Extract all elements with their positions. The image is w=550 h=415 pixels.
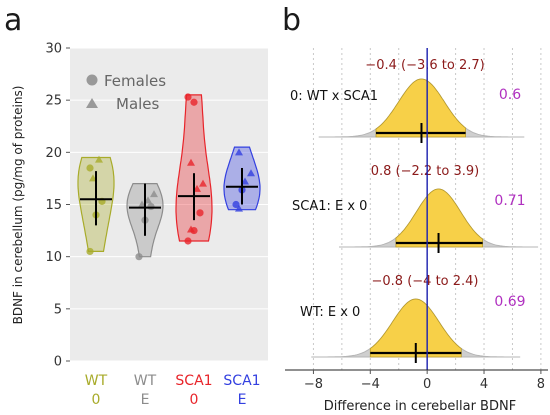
posterior-row: −0.4 (−3.6 to 2.7) 0: WT x SCA1 0.6: [290, 58, 525, 143]
comparison-label: SCA1: E x 0: [292, 199, 367, 214]
female-point: [135, 253, 143, 261]
posterior-row: −0.8 (−4 to 2.4) WT: E x 0 0.69: [300, 274, 526, 363]
y-tick-label: 0: [54, 355, 62, 370]
group-label-line1: WT: [85, 373, 108, 389]
panel-b-x-ticks: −8 −4 0 4 8: [304, 370, 545, 392]
probability-label: 0.71: [494, 193, 525, 209]
female-point: [190, 98, 198, 106]
posterior-row: 0.8 (−2.2 to 3.9) SCA1: E x 0 0.71: [292, 164, 539, 253]
female-point: [232, 200, 240, 209]
x-tick-label: 0: [423, 377, 431, 392]
credible-interval-area: [369, 298, 462, 358]
violin-group: [223, 146, 261, 212]
group-label-line1: SCA1: [223, 373, 260, 389]
female-point: [86, 247, 94, 256]
legend-males: Males: [116, 95, 160, 113]
legend-triangle-icon: [86, 98, 98, 108]
female-point: [147, 202, 155, 211]
male-point: [235, 148, 243, 156]
y-tick-label: 30: [45, 42, 62, 57]
female-point: [184, 237, 192, 245]
probability-label: 0.6: [499, 87, 521, 103]
y-tick-label: 15: [45, 198, 62, 213]
panel-a-x-labels: WT 0 WT E SCA1 0 SCA1 E: [85, 373, 261, 408]
group-label-line1: SCA1: [175, 373, 212, 389]
group-label-line1: WT: [134, 373, 157, 389]
credible-interval-area: [395, 188, 483, 248]
female-point: [184, 93, 192, 101]
panel-a-violins: [77, 93, 261, 261]
x-tick-label: −8: [304, 377, 323, 392]
female-point: [86, 164, 94, 172]
comparison-label: 0: WT x SCA1: [290, 89, 378, 104]
violin-group: [77, 155, 115, 256]
male-point: [187, 158, 195, 166]
group-label-line2: E: [238, 392, 247, 408]
panel-b-x-axis-label: Difference in cerebellar BDNF: [324, 399, 516, 414]
ci-annotation: −0.4 (−3.6 to 2.7): [365, 58, 484, 73]
panel-a-y-ticks: 0 5 10 15 20 25 30: [45, 42, 70, 370]
panel-a-letter: a: [4, 3, 22, 38]
y-tick-label: 10: [45, 250, 62, 265]
male-point: [95, 155, 103, 163]
violin-group: [126, 183, 164, 261]
x-tick-label: 4: [480, 377, 488, 392]
male-point: [247, 169, 255, 177]
y-tick-label: 20: [45, 146, 62, 161]
panel-b-letter: b: [282, 3, 301, 38]
panel-b-rows: −0.4 (−3.6 to 2.7) 0: WT x SCA1 0.6 0.8 (−2…: [290, 58, 539, 363]
group-label-line2: 0: [190, 392, 199, 408]
violin-group: [175, 93, 213, 245]
legend-circle-icon: [86, 74, 98, 86]
male-point: [150, 190, 158, 198]
x-tick-label: 8: [537, 377, 545, 392]
male-point: [187, 225, 195, 233]
male-point: [199, 179, 207, 187]
y-tick-label: 5: [54, 302, 62, 317]
ci-annotation: −0.8 (−4 to 2.4): [372, 274, 479, 289]
male-point: [235, 204, 243, 212]
probability-label: 0.69: [494, 294, 525, 310]
comparison-label: WT: E x 0: [300, 305, 360, 320]
panel-a-legend: Females Males: [86, 72, 166, 113]
group-label-line2: 0: [92, 392, 101, 408]
female-point: [196, 209, 204, 217]
legend-females: Females: [104, 72, 166, 90]
group-label-line2: E: [141, 392, 150, 408]
panel-a-y-axis-label: BDNF in cerebellum (pg/mg of proteins): [11, 86, 25, 325]
ci-annotation: 0.8 (−2.2 to 3.9): [371, 164, 480, 179]
credible-interval-area: [375, 78, 466, 138]
y-tick-label: 25: [45, 94, 62, 109]
x-tick-label: −4: [361, 377, 380, 392]
